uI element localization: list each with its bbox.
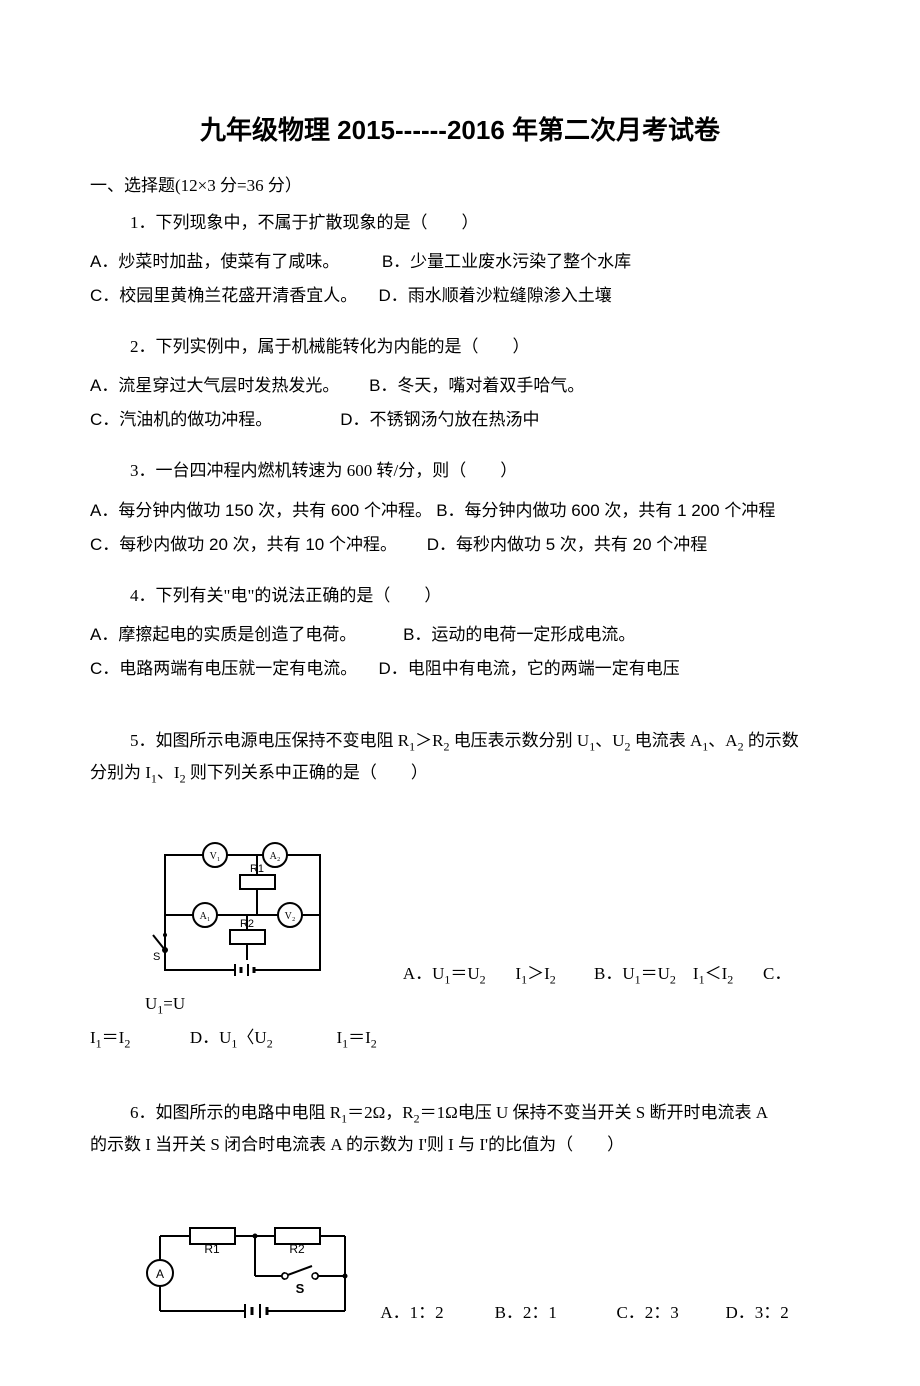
q5-stem: 5．如图所示电源电压保持不变电阻 R1＞R2 电压表示数分别 U1、U2 电流表… xyxy=(90,726,830,790)
q3-optD: D．每秒内做功 5 次，共有 20 个冲程 xyxy=(427,535,708,554)
svg-text:A₁: A₁ xyxy=(200,911,211,922)
svg-text:S: S xyxy=(296,1281,305,1296)
q4-optB: B．运动的电荷一定形成电流。 xyxy=(403,625,635,644)
q4-optA: A．摩擦起电的实质是创造了电荷。 xyxy=(90,625,356,644)
svg-text:A: A xyxy=(156,1267,164,1281)
q6-optA: A．1：2 xyxy=(380,1302,443,1321)
q3-optB: B．每分钟内做功 600 次，共有 1 200 个冲程 xyxy=(436,501,775,520)
q3-optC: C．每秒内做功 20 次，共有 10 个冲程。 xyxy=(90,535,397,554)
q1-options: A．炒菜时加盐，使菜有了咸味。 B．少量工业废水污染了整个水库 C．校园里黄桷兰… xyxy=(90,245,830,313)
q2-optA: A．流星穿过大气层时发热发光。 xyxy=(90,376,339,395)
q6-optD: D．3：2 xyxy=(726,1302,789,1321)
q4-optD: D．电阻中有电流，它的两端一定有电压 xyxy=(379,659,680,678)
q1-optC: C．校园里黄桷兰花盛开清香宜人。 xyxy=(90,286,357,305)
q1-optA: A．炒菜时加盐，使菜有了咸味。 xyxy=(90,252,339,271)
exam-title: 九年级物理 2015------2016 年第二次月考试卷 xyxy=(90,110,830,152)
q2-optD: D．不锈钢汤勺放在热汤中 xyxy=(340,410,539,429)
q3-stem: 3．一台四冲程内燃机转速为 600 转/分，则（ ） xyxy=(130,455,830,487)
q6-optB: B．2：1 xyxy=(495,1302,557,1321)
q5-line1: 5．如图所示电源电压保持不变电阻 R1＞R2 电压表示数分别 U1、U2 电流表… xyxy=(130,731,799,750)
q1-stem: 1．下列现象中，不属于扩散现象的是（ ） xyxy=(130,207,830,239)
q2-optB: B．冬天，嘴对着双手哈气。 xyxy=(369,376,584,395)
q5-options-line2: I1＝I2 D．U1〈U2 I1＝I2 xyxy=(90,1024,830,1054)
svg-text:A₂: A₂ xyxy=(270,851,281,862)
q6-optC: C．2：3 xyxy=(616,1302,678,1321)
q3-optA: A．每分钟内做功 150 次，共有 600 个冲程。 xyxy=(90,501,432,520)
q6-options: A．1：2 B．2：1 C．2：3 D．3：2 xyxy=(364,1302,789,1321)
q6-line2: 的示数 I 当开关 S 闭合时电流表 A 的示数为 I'则 I 与 I'的比值为… xyxy=(90,1135,624,1154)
q1-optB: B．少量工业废水污染了整个水库 xyxy=(382,252,631,271)
q6-stem: 6．如图所示的电路中电阻 R1＝2Ω，R2＝1Ω电压 U 保持不变当开关 S 断… xyxy=(90,1098,830,1161)
q4-optC: C．电路两端有电压就一定有电流。 xyxy=(90,659,357,678)
svg-text:R1: R1 xyxy=(204,1242,220,1256)
q5-line2: 分别为 I1、I2 则下列关系中正确的是（ ） xyxy=(90,763,428,782)
q2-optC: C．汽油机的做功冲程。 xyxy=(90,410,272,429)
svg-text:V₂: V₂ xyxy=(285,911,296,922)
q6-line1: 6．如图所示的电路中电阻 R1＝2Ω，R2＝1Ω电压 U 保持不变当开关 S 断… xyxy=(130,1103,768,1122)
q3-options: A．每分钟内做功 150 次，共有 600 个冲程。 B．每分钟内做功 600 … xyxy=(90,494,830,562)
q2-stem: 2．下列实例中，属于机械能转化为内能的是（ ） xyxy=(130,331,830,363)
svg-text:R2: R2 xyxy=(289,1242,305,1256)
svg-text:S: S xyxy=(153,951,160,963)
q5-circuit-diagram: V₁ A₂ R1 A₁ V₂ R2 S xyxy=(145,840,830,1020)
svg-text:V₁: V₁ xyxy=(210,851,221,862)
q4-options: A．摩擦起电的实质是创造了电荷。 B．运动的电荷一定形成电流。 C．电路两端有电… xyxy=(90,618,830,686)
section-header: 一、选择题(12×3 分=36 分） xyxy=(90,172,830,199)
q6-circuit-diagram: R1 R2 S A A．1：2 xyxy=(145,1211,830,1326)
q4-stem: 4．下列有关"电"的说法正确的是（ ） xyxy=(130,580,830,612)
q1-optD: D．雨水顺着沙粒缝隙渗入土壤 xyxy=(379,286,612,305)
q2-options: A．流星穿过大气层时发热发光。 B．冬天，嘴对着双手哈气。 C．汽油机的做功冲程… xyxy=(90,369,830,437)
